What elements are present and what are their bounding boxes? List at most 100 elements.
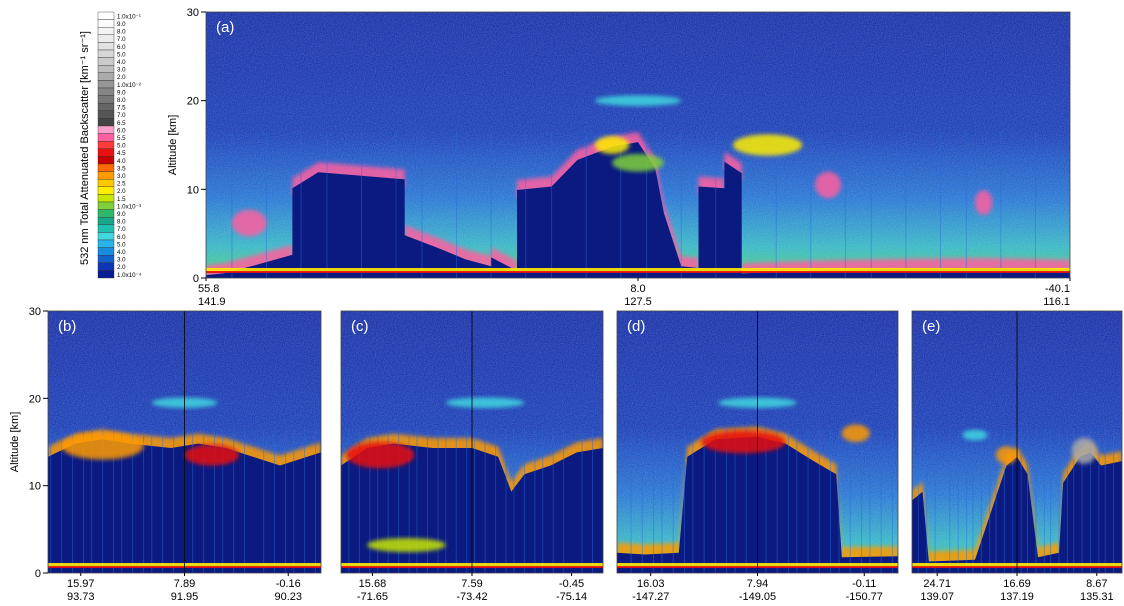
x-tick-label-latitude: -0.11 xyxy=(852,578,876,590)
aerosol-feature xyxy=(367,538,446,553)
x-tick-label-latitude: -40.1 xyxy=(1045,283,1070,295)
y-tick-label: 10 xyxy=(29,481,41,493)
colorbar-swatch xyxy=(97,140,115,149)
colorbar-swatch xyxy=(97,171,115,180)
colorbar-label: 2.0 xyxy=(117,264,126,271)
colorbar-label: 8.0 xyxy=(117,29,126,36)
panel-label: (b) xyxy=(58,318,76,335)
colorbar-label: 2.0 xyxy=(117,188,126,195)
x-tick-label-longitude: 141.9 xyxy=(198,296,226,308)
colorbar-swatch xyxy=(97,270,115,279)
colorbar-swatch xyxy=(97,224,115,233)
colorbar-swatch xyxy=(97,194,115,203)
colorbar-swatch xyxy=(97,156,115,165)
aerosol-feature xyxy=(701,430,786,454)
colorbar-swatch xyxy=(97,148,115,157)
cloud-top-layer xyxy=(206,132,1070,278)
colorbar-swatch xyxy=(97,239,115,248)
colorbar-swatch xyxy=(97,186,115,195)
aerosol-feature xyxy=(184,444,240,466)
x-tick-label-latitude: 15.68 xyxy=(359,578,387,590)
x-tick-label-latitude: 7.94 xyxy=(747,578,768,590)
x-tick-label-latitude: 15.97 xyxy=(67,578,95,590)
x-tick-label-longitude: -75.14 xyxy=(556,591,587,603)
colorbar-swatch xyxy=(97,133,115,142)
aerosol-feature xyxy=(996,446,1017,464)
colorbar-swatch xyxy=(97,102,115,111)
plot-area xyxy=(617,311,898,573)
x-tick-label-latitude: 16.69 xyxy=(1003,578,1031,590)
aerosol-feature xyxy=(231,209,267,237)
x-tick-label-longitude: 135.31 xyxy=(1080,591,1114,603)
aerosol-feature xyxy=(594,136,630,154)
x-tick-label-longitude: -149.05 xyxy=(739,591,776,603)
colorbar-swatches xyxy=(97,11,115,279)
colorbar-swatch xyxy=(97,87,115,96)
colorbar-label: 1.0x10⁻² xyxy=(117,82,141,89)
panel-c: (c) 15.68-71.65 7.59-73.42 -0.45-75.14 xyxy=(340,310,604,603)
colorbar-label: 6.0 xyxy=(117,127,126,134)
colorbar-swatch xyxy=(97,262,115,271)
colorbar-swatch xyxy=(97,64,115,73)
aerosol-feature xyxy=(733,134,803,156)
plot-area xyxy=(912,311,1122,573)
plot-area xyxy=(206,12,1070,278)
y-tick-label: 0 xyxy=(193,273,199,285)
colorbar-label: 6.5 xyxy=(117,120,126,127)
colorbar-label: 7.0 xyxy=(117,226,126,233)
colorbar-swatch xyxy=(97,201,115,210)
colorbar-swatch xyxy=(97,27,115,36)
colorbar-label: 4.0 xyxy=(117,158,126,165)
x-tick-label-latitude: 16.03 xyxy=(637,578,665,590)
colorbar-label: 7.0 xyxy=(117,36,126,43)
x-tick-label-longitude: 127.5 xyxy=(624,296,652,308)
x-tick-label-latitude: 7.89 xyxy=(174,578,195,590)
colorbar-swatch xyxy=(97,216,115,225)
colorbar-label: 1.0x10⁻⁴ xyxy=(117,272,142,279)
aerosol-feature xyxy=(61,433,144,460)
y-axis-label: Altitude [km] xyxy=(9,412,21,473)
colorbar-label: 5.5 xyxy=(117,135,126,142)
colorbar-swatch xyxy=(97,125,115,134)
colorbar-label: 8.0 xyxy=(117,97,126,104)
colorbar-label: 1.0x10⁻³ xyxy=(117,203,141,210)
x-tick-label-longitude: 116.1 xyxy=(1043,296,1070,308)
colorbar-swatch xyxy=(97,19,115,28)
colorbar-label: 3.0 xyxy=(117,257,126,264)
colorbar-swatch xyxy=(97,209,115,218)
colorbar-swatch xyxy=(97,72,115,81)
colorbar-label: 2.0 xyxy=(117,74,126,81)
colorbar-swatch xyxy=(97,110,115,119)
y-tick-label: 0 xyxy=(35,568,41,580)
colorbar-swatch xyxy=(97,178,115,187)
aerosol-feature xyxy=(594,95,682,106)
x-tick-label-latitude: 8.67 xyxy=(1086,578,1107,590)
x-tick-label-longitude: -71.65 xyxy=(357,591,388,603)
colorbar-label: 3.5 xyxy=(117,165,126,172)
colorbar-label: 6.0 xyxy=(117,44,126,51)
colorbar-swatch xyxy=(97,57,115,66)
surface-return-core xyxy=(206,271,1070,273)
colorbar-swatch xyxy=(97,11,115,20)
plot-area xyxy=(341,311,603,573)
colorbar-label: 5.0 xyxy=(117,241,126,248)
colorbar-label: 9.0 xyxy=(117,211,126,218)
aerosol-feature xyxy=(612,153,664,172)
panel-label: (a) xyxy=(216,19,234,36)
colorbar-swatch xyxy=(97,42,115,51)
x-tick-label-longitude: 137.19 xyxy=(1000,591,1034,603)
x-tick-label-longitude: 90.23 xyxy=(274,591,302,603)
colorbar-label: 4.5 xyxy=(117,150,126,157)
x-tick-label-latitude: 55.8 xyxy=(198,283,219,295)
x-tick-label-longitude: 139.07 xyxy=(920,591,954,603)
y-tick-label: 10 xyxy=(187,184,199,196)
colorbar-swatch xyxy=(97,118,115,127)
x-tick-label-longitude: -150.77 xyxy=(846,591,883,603)
colorbar-swatch xyxy=(97,95,115,104)
aerosol-feature xyxy=(1071,437,1097,464)
colorbar-swatch xyxy=(97,80,115,89)
colorbar-label: 6.0 xyxy=(117,234,126,241)
